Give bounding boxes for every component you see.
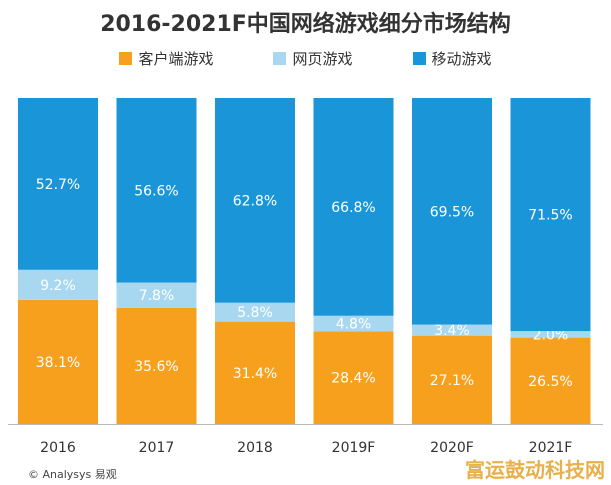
bar-segment-2016-1 <box>18 269 98 300</box>
watermark: 富运鼓动科技网 <box>465 458 605 482</box>
legend-item-web: 网页游戏 <box>273 48 353 69</box>
data-label-2017-1: 7.8% <box>139 288 175 304</box>
x-tick-label-2016: 2016 <box>40 440 76 456</box>
data-label-2017-0: 35.6% <box>134 359 178 375</box>
data-label-2017-2: 56.6% <box>134 183 178 199</box>
data-label-2020F-1: 3.4% <box>434 323 470 339</box>
data-label-2021F-0: 26.5% <box>528 374 572 390</box>
x-tick-label-2020F: 2020F <box>430 440 474 456</box>
data-label-2016-0: 38.1% <box>36 355 80 371</box>
data-label-2016-2: 52.7% <box>36 177 80 193</box>
legend-item-client: 客户端游戏 <box>119 48 213 69</box>
data-label-2019F-2: 66.8% <box>331 200 375 216</box>
legend-item-mobile: 移动游戏 <box>412 48 492 69</box>
legend-swatch-web <box>273 52 287 65</box>
data-label-2020F-0: 27.1% <box>430 373 474 389</box>
x-tick-label-2018: 2018 <box>237 440 273 456</box>
bar-segment-2016-2 <box>18 98 98 270</box>
legend-label-web: 网页游戏 <box>292 50 353 68</box>
bar-segment-2017-2 <box>116 98 197 283</box>
bar-segment-2021F-0 <box>510 337 591 424</box>
data-label-2020F-2: 69.5% <box>430 204 474 220</box>
bar-segment-2017-1 <box>116 282 197 308</box>
bar-segment-2018-2 <box>215 98 295 303</box>
data-label-2021F-1: 2.0% <box>533 327 569 343</box>
x-tick-label-2019F: 2019F <box>332 440 376 456</box>
data-label-2018-2: 62.8% <box>233 193 277 209</box>
bar-segment-2020F-2 <box>412 98 492 325</box>
data-label-2018-0: 31.4% <box>233 366 277 382</box>
bar-segment-2016-0 <box>18 299 98 424</box>
bar-segment-2019F-1 <box>313 315 394 332</box>
data-label-2018-1: 5.8% <box>237 305 273 321</box>
x-tick-label-2017: 2017 <box>139 440 175 456</box>
x-tick-label-2021F: 2021F <box>529 440 573 456</box>
data-label-2021F-2: 71.5% <box>528 208 572 224</box>
bar-segment-2020F-1 <box>412 324 492 336</box>
legend-swatch-client <box>119 52 133 65</box>
legend-label-mobile: 移动游戏 <box>431 50 492 68</box>
bar-segment-2021F-1 <box>510 331 591 338</box>
legend-swatch-mobile <box>412 52 426 65</box>
data-label-2019F-0: 28.4% <box>331 371 375 387</box>
bar-segment-2018-1 <box>215 302 295 322</box>
data-label-2016-1: 9.2% <box>40 278 76 294</box>
bar-segment-2019F-0 <box>313 331 394 424</box>
legend-label-client: 客户端游戏 <box>138 50 214 68</box>
legend: 客户端游戏 网页游戏 移动游戏 <box>0 48 611 69</box>
data-label-2019F-1: 4.8% <box>336 317 372 333</box>
chart-title: 2016-2021F中国网络游戏细分市场结构 <box>100 12 511 37</box>
source-note: © Analysys 易观 <box>28 468 117 481</box>
bar-segment-2018-0 <box>215 321 295 424</box>
bar-segment-2017-0 <box>116 307 197 424</box>
bar-segment-2021F-2 <box>510 98 591 332</box>
bar-segment-2019F-2 <box>313 98 394 316</box>
bar-segment-2020F-0 <box>412 335 492 424</box>
